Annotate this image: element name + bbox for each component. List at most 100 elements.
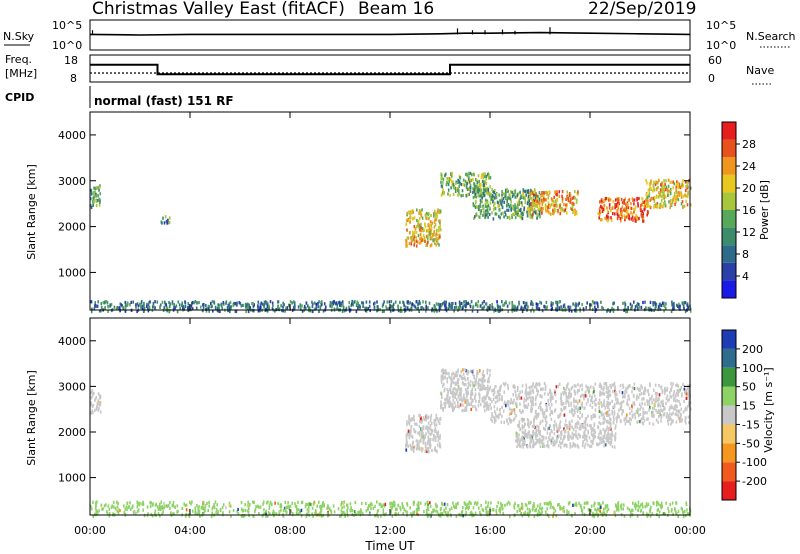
data-cell	[97, 300, 99, 304]
data-cell	[301, 309, 304, 313]
data-cell	[282, 509, 285, 513]
data-cell	[556, 198, 558, 202]
data-cell	[116, 505, 119, 509]
data-cell	[458, 192, 461, 196]
data-cell	[570, 197, 572, 201]
data-cell	[546, 191, 548, 195]
data-cell	[151, 503, 154, 507]
data-cell	[513, 190, 516, 194]
data-cell	[507, 399, 509, 404]
data-cell	[648, 194, 650, 198]
data-cell	[529, 208, 531, 212]
data-cell	[184, 504, 187, 508]
data-cell	[98, 396, 101, 400]
data-cell	[652, 301, 654, 305]
data-cell	[676, 383, 679, 388]
data-cell	[421, 433, 423, 437]
data-cell	[636, 420, 638, 424]
data-cell	[581, 401, 583, 405]
data-cell	[562, 436, 565, 440]
data-cell	[526, 445, 529, 449]
data-cell	[612, 200, 615, 204]
data-cell	[642, 416, 645, 420]
data-cell	[190, 502, 192, 506]
data-cell	[380, 514, 382, 518]
data-cell	[593, 423, 595, 428]
data-cell	[679, 415, 682, 419]
data-cell	[625, 390, 628, 394]
data-cell	[451, 406, 454, 410]
data-cell	[442, 181, 444, 185]
data-cell	[477, 207, 480, 211]
data-cell	[640, 503, 642, 507]
data-cell	[631, 386, 634, 390]
data-cell	[271, 511, 274, 515]
data-cell	[532, 190, 535, 195]
data-cell	[623, 208, 625, 212]
data-cell	[625, 215, 628, 219]
data-cell	[631, 215, 634, 219]
data-cell	[435, 423, 438, 427]
data-cell	[268, 304, 270, 308]
data-cell	[661, 389, 664, 393]
data-cell	[374, 504, 376, 508]
data-cell	[244, 508, 247, 513]
data-cell	[520, 410, 522, 415]
data-cell	[624, 301, 626, 305]
data-cell	[487, 501, 490, 505]
data-cell	[439, 221, 441, 225]
data-cell	[574, 208, 576, 212]
data-cell	[548, 403, 550, 407]
data-cell	[457, 502, 459, 506]
data-cell	[465, 383, 467, 387]
data-cell	[677, 409, 679, 413]
data-cell	[136, 302, 139, 306]
data-cell	[554, 209, 557, 213]
cpid-panel: CPID normal (fast) 151 RF	[5, 86, 234, 108]
data-cell	[417, 233, 420, 238]
data-cell	[415, 230, 418, 234]
data-cell	[406, 502, 408, 506]
data-cell	[447, 514, 449, 518]
data-cell	[687, 181, 689, 185]
data-cell	[509, 401, 512, 405]
data-cell	[607, 410, 609, 414]
data-cell	[105, 300, 108, 304]
data-cell	[654, 203, 657, 207]
data-cell	[473, 183, 476, 187]
data-cell	[521, 203, 524, 207]
data-cell	[195, 306, 198, 310]
data-cell	[524, 196, 526, 200]
data-cell	[577, 389, 579, 393]
data-cell	[632, 508, 634, 512]
data-cell	[619, 209, 622, 213]
data-cell	[340, 304, 342, 308]
data-cell	[457, 180, 459, 185]
data-cell	[647, 390, 649, 394]
data-cell	[605, 386, 608, 391]
data-cell	[650, 179, 652, 183]
data-cell	[409, 210, 411, 214]
data-cell	[318, 512, 321, 516]
data-cell	[674, 191, 676, 195]
data-cell	[96, 500, 98, 504]
data-cell	[477, 174, 480, 178]
data-cell	[529, 422, 531, 426]
data-cell	[540, 408, 542, 412]
data-cell	[574, 196, 576, 200]
data-cell	[684, 408, 686, 412]
data-cell	[667, 178, 670, 182]
data-cell	[172, 504, 175, 508]
data-cell	[626, 398, 629, 402]
data-cell	[633, 198, 636, 202]
data-cell	[536, 439, 538, 443]
data-cell	[530, 440, 533, 444]
data-cell	[479, 184, 481, 188]
data-cell	[453, 505, 456, 509]
data-cell	[429, 233, 431, 237]
data-cell	[561, 194, 563, 198]
data-cell	[642, 411, 644, 415]
data-cell	[323, 302, 326, 306]
data-cell	[428, 212, 430, 216]
data-cell	[342, 302, 344, 306]
